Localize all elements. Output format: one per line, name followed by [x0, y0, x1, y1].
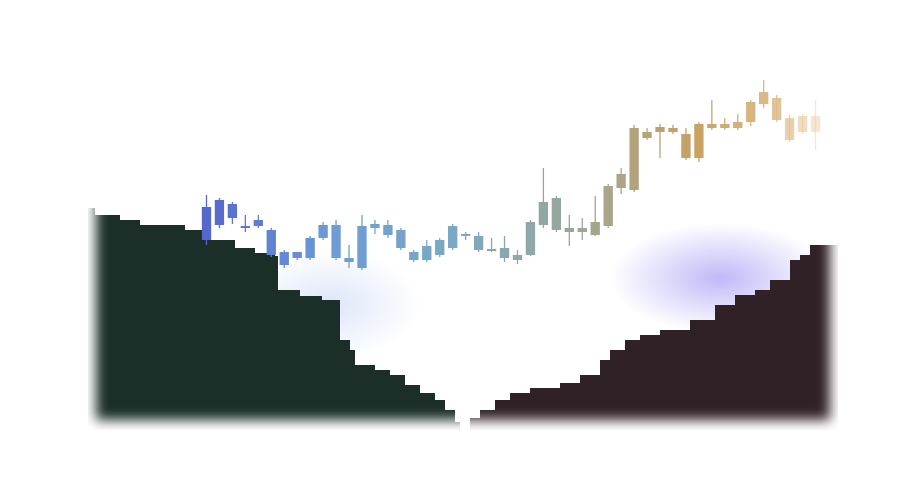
candle-body: [590, 222, 600, 235]
candle-body: [486, 249, 497, 251]
candle-body: [681, 134, 691, 158]
candle-body: [551, 198, 562, 230]
candle-body: [577, 228, 587, 232]
candle-body: [422, 246, 432, 260]
candle-body: [331, 225, 341, 258]
candle-body: [694, 124, 704, 158]
candle-body: [396, 230, 406, 248]
candle-body: [538, 202, 549, 225]
depth-chart: [88, 208, 838, 430]
candle-body: [707, 124, 717, 128]
candle-body: [733, 122, 743, 128]
candle-body: [357, 226, 367, 268]
candle-body: [629, 128, 639, 190]
candle-body: [435, 240, 445, 255]
candle-body: [512, 255, 523, 260]
candle-body: [370, 224, 380, 228]
candle-body: [603, 186, 613, 226]
candle-body: [305, 238, 315, 258]
candle-body: [279, 252, 289, 265]
candlestick-chart: [201, 80, 821, 270]
candle-body: [473, 236, 484, 250]
candle-body: [759, 92, 769, 104]
candle-body: [460, 234, 471, 236]
candle-body: [409, 252, 419, 260]
candle-body: [655, 127, 665, 132]
candle-body: [564, 228, 574, 232]
candle-body: [642, 132, 652, 138]
depth-area: [460, 245, 838, 430]
candle-body: [266, 230, 276, 255]
candle-body: [201, 207, 212, 240]
candle-body: [383, 225, 393, 235]
candle-body: [214, 200, 225, 225]
candle-body: [240, 226, 251, 228]
depth-area: [88, 208, 460, 430]
candle-body: [499, 248, 510, 258]
candle-body: [344, 258, 354, 262]
candle-body: [797, 116, 808, 132]
candle-body: [253, 220, 263, 226]
candle-body: [746, 102, 756, 122]
candle-body: [448, 226, 458, 248]
candle-body: [616, 174, 626, 188]
candle-body: [810, 116, 821, 132]
candle-body: [318, 225, 328, 238]
candle-body: [525, 222, 536, 255]
candle-body: [227, 204, 238, 218]
candle-body: [784, 118, 795, 140]
candle-body: [668, 128, 678, 132]
candle-body: [292, 252, 302, 258]
candle-body: [720, 124, 730, 128]
candle-body: [771, 98, 782, 120]
